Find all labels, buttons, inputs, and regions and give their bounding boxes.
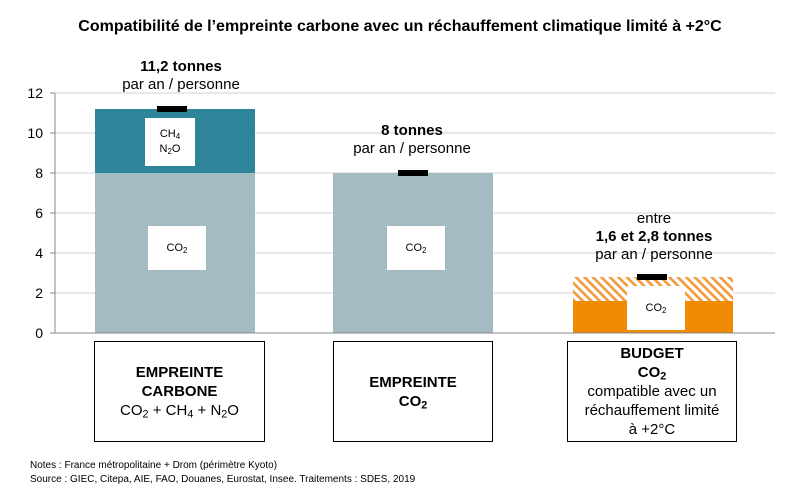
bar2-value: 8 tonnes xyxy=(381,122,443,139)
category-box-empreinte-co2: EMPREINTE CO2 xyxy=(333,341,493,442)
cat2-line1: EMPREINTE xyxy=(369,373,457,391)
cat1-line2: CARBONE xyxy=(141,383,218,400)
bar1-ghg-label: CH4 N2O xyxy=(145,118,195,166)
co2-sub-1: 2 xyxy=(183,245,188,255)
ch4-sub: 4 xyxy=(175,131,181,141)
co2-sub-3: 2 xyxy=(662,305,667,315)
ytick-label-4: 4 xyxy=(35,245,43,261)
bar1-unit: par an / personne xyxy=(122,76,240,93)
bar3-co2-label: CO2 xyxy=(627,286,685,330)
bar2-co2-label: CO2 xyxy=(387,226,445,270)
bar3-value: 1,6 et 2,8 tonnes xyxy=(595,228,713,245)
cat2-line2: CO2 xyxy=(398,392,428,412)
co2-text-3: CO xyxy=(645,301,663,314)
category-box-budget-co2: BUDGET CO2 compatible avec un réchauffem… xyxy=(567,341,737,442)
total-marker-2 xyxy=(398,170,428,176)
bar3-annotation: entre 1,6 et 2,8 tonnes par an / personn… xyxy=(558,210,750,264)
ytick-label-6: 6 xyxy=(35,205,43,221)
cat1-line1: EMPREINTE xyxy=(135,364,224,381)
bar3-unit: par an / personne xyxy=(595,246,713,263)
n2o-n-text: N xyxy=(159,143,168,155)
bar1-co2-label: CO2 xyxy=(148,226,206,270)
co2-text-2: CO xyxy=(405,241,423,254)
ytick-label-0: 0 xyxy=(35,325,43,340)
ch4-text: CH xyxy=(159,128,176,140)
ytick-label-8: 8 xyxy=(35,165,43,181)
ytick-label-12: 12 xyxy=(27,85,43,101)
chart-title: Compatibilité de l’empreinte carbone ave… xyxy=(78,18,722,35)
bar2-unit: par an / personne xyxy=(353,140,471,157)
co2-sub-2: 2 xyxy=(422,245,427,255)
total-marker-3 xyxy=(637,274,667,280)
notes: Notes : France métropolitaine + Drom (pé… xyxy=(30,460,278,471)
cat3-line3: compatible avec un xyxy=(587,383,717,400)
source: Source : GIEC, Citepa, AIE, FAO, Douanes… xyxy=(30,474,416,485)
cat3-line2: CO2 xyxy=(637,364,667,383)
bar1-value: 11,2 tonnes xyxy=(140,58,222,75)
cat1-formula: CO2 + CH4 + N2O xyxy=(120,402,239,421)
n2o-o-text: O xyxy=(171,143,181,155)
category-box-empreinte-carbone: EMPREINTE CARBONE CO2 + CH4 + N2O xyxy=(94,341,265,442)
co2-text-1: CO xyxy=(166,241,184,254)
n2o-sub: 2 xyxy=(167,146,172,156)
total-marker-1 xyxy=(157,106,187,112)
cat3-line4: réchauffement limité xyxy=(584,402,720,419)
ytick-label-10: 10 xyxy=(27,125,43,141)
ytick-label-2: 2 xyxy=(35,285,43,301)
bar2-annotation: 8 tonnes par an / personne xyxy=(326,122,498,158)
bar3-prefix: entre xyxy=(636,210,672,227)
cat3-line5: à +2°C xyxy=(628,421,676,438)
cat3-line1: BUDGET xyxy=(620,345,684,362)
bar1-annotation: 11,2 tonnes par an / personne xyxy=(95,58,267,94)
